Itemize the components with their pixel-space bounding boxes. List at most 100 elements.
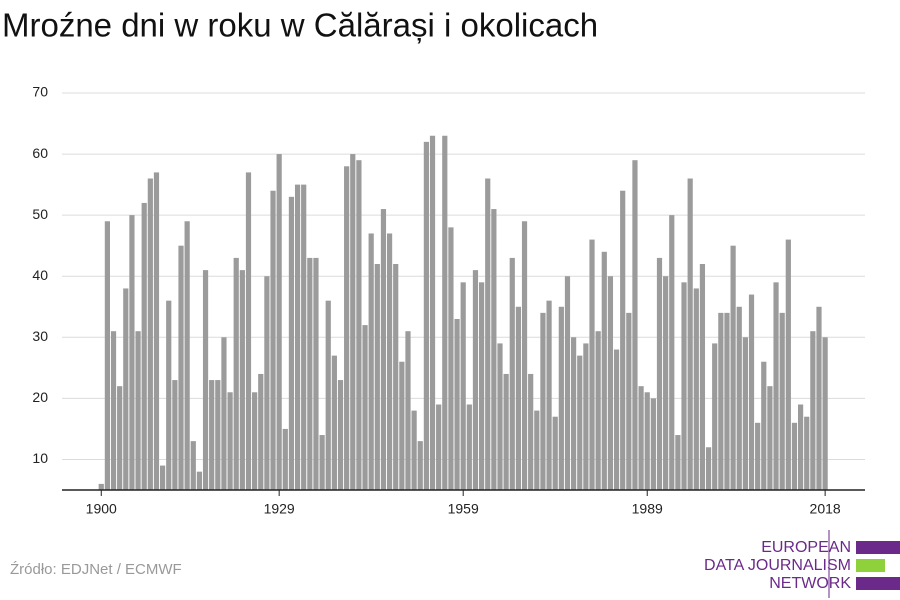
bar: [417, 441, 423, 490]
bar: [239, 270, 245, 490]
bar: [693, 288, 699, 490]
bar: [564, 276, 571, 490]
bar: [478, 282, 485, 490]
bar: [755, 422, 761, 490]
bar: [172, 380, 178, 490]
bar: [669, 215, 675, 490]
source: Źródło: EDJNet / ECMWF: [10, 561, 182, 578]
bar: [258, 373, 264, 490]
bar: [460, 282, 466, 490]
bar: [294, 184, 301, 490]
bar: [595, 331, 601, 490]
bar: [454, 318, 460, 490]
bar: [552, 416, 558, 490]
logo-text: DATA JOURNALISM: [704, 557, 851, 574]
bar: [632, 160, 638, 490]
logo-bar: [856, 559, 885, 572]
bar: [503, 373, 509, 490]
bar: [638, 386, 644, 490]
bar: [583, 343, 589, 490]
bar: [209, 380, 215, 490]
bar: [797, 404, 804, 490]
bar: [761, 361, 767, 490]
bar: [319, 435, 325, 490]
bar: [350, 154, 356, 491]
bar: [356, 160, 362, 490]
bar: [227, 392, 233, 490]
bar: [135, 331, 141, 490]
bar: [589, 239, 595, 490]
bar: [423, 141, 429, 490]
bar: [558, 306, 564, 490]
bar: [190, 441, 196, 490]
bar: [515, 306, 522, 490]
bar: [313, 257, 319, 490]
y-tick-label: 50: [32, 206, 48, 222]
bar: [448, 227, 454, 490]
bar: [705, 447, 712, 490]
bar: [380, 209, 387, 491]
x-tick-label: 1929: [264, 501, 295, 517]
bar: [362, 325, 368, 490]
bar: [613, 349, 620, 490]
bar: [663, 276, 669, 490]
bar: [816, 306, 822, 490]
bar: [810, 331, 816, 490]
bar: [521, 221, 528, 490]
logo-bar: [856, 577, 900, 590]
bar: [325, 300, 331, 490]
bar: [442, 135, 448, 490]
bar: [785, 239, 791, 490]
bar: [620, 190, 626, 490]
y-tick-label: 30: [32, 328, 48, 344]
y-tick-label: 20: [32, 389, 48, 405]
bar: [245, 172, 252, 490]
bar: [497, 343, 503, 490]
bar: [656, 257, 663, 490]
bar: [742, 337, 748, 490]
bar: [681, 282, 687, 490]
bar: [166, 300, 172, 490]
bar: [123, 288, 129, 490]
bar: [252, 392, 258, 490]
bar: [344, 166, 350, 491]
bar: [147, 178, 153, 490]
bar: [405, 331, 411, 490]
bar: [374, 264, 380, 490]
bar: [644, 392, 650, 490]
bar: [472, 270, 479, 490]
bar: [104, 221, 110, 490]
bar: [270, 190, 276, 490]
bar: [129, 215, 135, 490]
bar: [141, 202, 147, 490]
bar: [491, 209, 497, 491]
y-tick-label: 40: [32, 267, 48, 283]
bar: [301, 184, 307, 490]
bar: [264, 276, 270, 490]
bar: [393, 264, 399, 490]
logo-text: EUROPEAN: [761, 539, 851, 556]
bar: [675, 435, 681, 490]
bar: [221, 337, 227, 490]
bar: [626, 312, 632, 490]
bar: [577, 355, 583, 490]
logo-text: NETWORK: [769, 575, 851, 592]
bar: [650, 398, 656, 490]
bar: [184, 221, 190, 490]
bar: [160, 465, 166, 490]
chart-title: Mroźne dni w roku w Călărași i okolicach: [2, 7, 598, 44]
bar: [509, 257, 515, 490]
y-tick-label: 60: [32, 145, 48, 161]
bar: [202, 270, 209, 490]
bar: [411, 410, 417, 490]
bar: [748, 294, 755, 490]
x-tick-label: 1989: [632, 501, 663, 517]
bar: [337, 380, 344, 490]
bar: [773, 282, 779, 490]
y-tick-label: 10: [32, 450, 48, 466]
bar: [386, 233, 393, 490]
bar: [779, 312, 785, 490]
bar: [282, 428, 288, 490]
x-tick-label: 1959: [448, 501, 479, 517]
y-tick-label: 70: [32, 84, 48, 100]
